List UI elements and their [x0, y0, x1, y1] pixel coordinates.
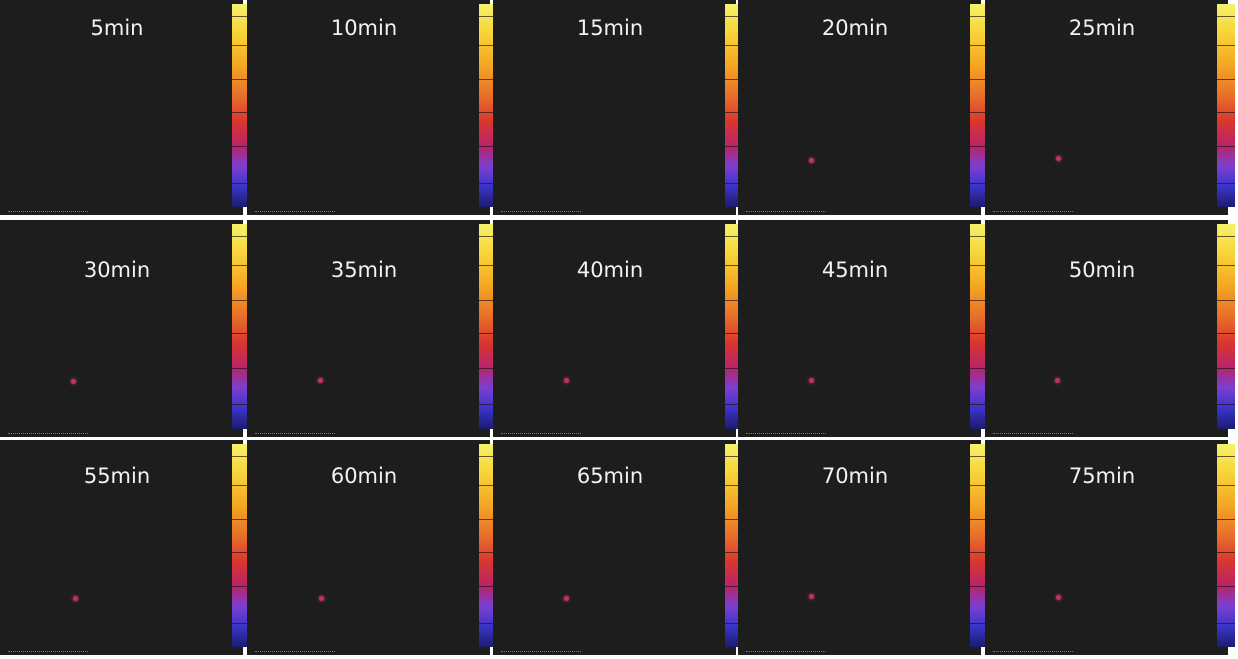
time-label: 20min [775, 16, 935, 40]
image-panel [985, 220, 1228, 437]
scale-text [746, 433, 826, 435]
colorbar-tick [1217, 112, 1235, 113]
time-label: 65min [530, 464, 690, 488]
colorbar-tick [1217, 519, 1235, 520]
colorbar-tick [1217, 265, 1235, 266]
signal-spot [1056, 156, 1061, 161]
scale-text [746, 651, 826, 653]
image-panel [247, 220, 490, 437]
time-label: 50min [1022, 258, 1182, 282]
signal-spot [809, 158, 814, 163]
scale-text [255, 433, 335, 435]
signal-spot [1056, 595, 1061, 600]
colorbar-tick [1217, 404, 1235, 405]
colorbar-tick [1217, 183, 1235, 184]
signal-spot [564, 596, 569, 601]
colorbar-tick [1217, 333, 1235, 334]
signal-spot [319, 596, 324, 601]
scale-text [501, 211, 581, 213]
scale-text [8, 433, 88, 435]
time-label: 70min [775, 464, 935, 488]
time-label: 35min [284, 258, 444, 282]
image-panel [738, 220, 981, 437]
scale-text [255, 211, 335, 213]
signal-spot [564, 378, 569, 383]
signal-spot [1055, 378, 1060, 383]
scale-text [993, 433, 1073, 435]
time-label: 25min [1022, 16, 1182, 40]
signal-spot [809, 378, 814, 383]
scale-text [993, 651, 1073, 653]
colorbar-tick [1217, 300, 1235, 301]
signal-spot [809, 594, 814, 599]
time-label: 40min [530, 258, 690, 282]
time-label: 75min [1022, 464, 1182, 488]
scale-text [8, 211, 88, 213]
time-label: 45min [775, 258, 935, 282]
colorbar-tick [1217, 45, 1235, 46]
image-panel [0, 220, 243, 437]
scale-text [993, 211, 1073, 213]
time-label: 55min [37, 464, 197, 488]
time-label: 15min [530, 16, 690, 40]
colorbar-tick [1217, 16, 1235, 17]
colorbar-tick [1217, 485, 1235, 486]
colorbar-tick [1217, 586, 1235, 587]
time-label: 30min [37, 258, 197, 282]
colorbar-tick [1217, 368, 1235, 369]
scale-text [255, 651, 335, 653]
colorbar [1217, 224, 1235, 429]
colorbar-tick [1217, 456, 1235, 457]
colorbar-tick [1217, 146, 1235, 147]
signal-spot [73, 596, 78, 601]
scale-text [746, 211, 826, 213]
time-label: 60min [284, 464, 444, 488]
time-label: 5min [37, 16, 197, 40]
scale-text [8, 651, 88, 653]
scale-text [501, 433, 581, 435]
colorbar-tick [1217, 552, 1235, 553]
scale-text [501, 651, 581, 653]
colorbar [1217, 4, 1235, 207]
colorbar-tick [1217, 79, 1235, 80]
colorbar [1217, 444, 1235, 647]
colorbar-tick [1217, 236, 1235, 237]
time-label: 10min [284, 16, 444, 40]
image-panel [493, 220, 736, 437]
signal-spot [318, 378, 323, 383]
colorbar-tick [1217, 623, 1235, 624]
signal-spot [71, 379, 76, 384]
figure: 5min 10min 15min 20min 25min 30min 35min 40min 4… [0, 0, 1238, 659]
